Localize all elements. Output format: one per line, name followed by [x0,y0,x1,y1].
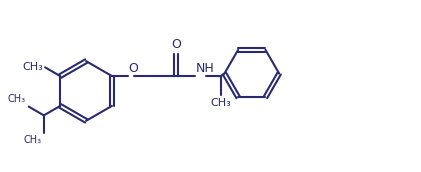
Text: O: O [171,38,181,51]
Text: NH: NH [196,62,215,75]
Text: O: O [128,62,138,74]
Text: CH₃: CH₃ [210,98,231,108]
Text: CH₃: CH₃ [23,135,41,145]
Text: CH₃: CH₃ [22,62,43,72]
Text: CH₃: CH₃ [7,94,25,104]
